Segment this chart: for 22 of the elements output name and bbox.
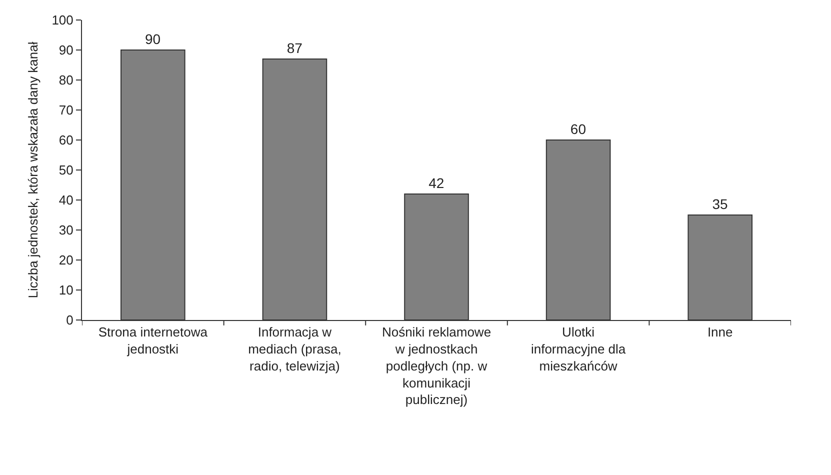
data-label: 42 xyxy=(428,175,444,191)
x-tick-label: Inne xyxy=(707,324,733,340)
x-tick-label: Strona internetowa jednostki xyxy=(98,324,208,356)
y-axis-title: Liczba jednostek, która wskazała dany kanał xyxy=(26,42,41,298)
x-tick-label: Ulotki informacyjne dla mieszkańców xyxy=(530,324,626,374)
y-tick-label: 100 xyxy=(52,12,74,28)
data-label: 60 xyxy=(570,121,586,137)
data-label: 35 xyxy=(712,196,728,212)
y-tick-label: 70 xyxy=(58,102,74,118)
y-tick-label: 10 xyxy=(58,282,74,298)
y-tick-label: 30 xyxy=(58,222,74,238)
y-tick-label: 60 xyxy=(58,132,74,148)
y-tick-label: 40 xyxy=(58,192,74,208)
y-tick-label: 80 xyxy=(58,72,74,88)
y-tick-label: 20 xyxy=(58,252,74,268)
data-label: 87 xyxy=(286,40,303,56)
data-label: 90 xyxy=(145,31,161,47)
y-tick-label: 50 xyxy=(58,162,74,178)
x-tick-label: Nośniki reklamowe w jednostkach podległych (np. w komunikacji publicznej) xyxy=(382,324,492,408)
x-tick-label: Informacja w mediach (prasa, radio, telewizja) xyxy=(248,324,342,374)
y-tick-label: 90 xyxy=(58,42,74,58)
y-tick-label: 0 xyxy=(66,312,74,328)
